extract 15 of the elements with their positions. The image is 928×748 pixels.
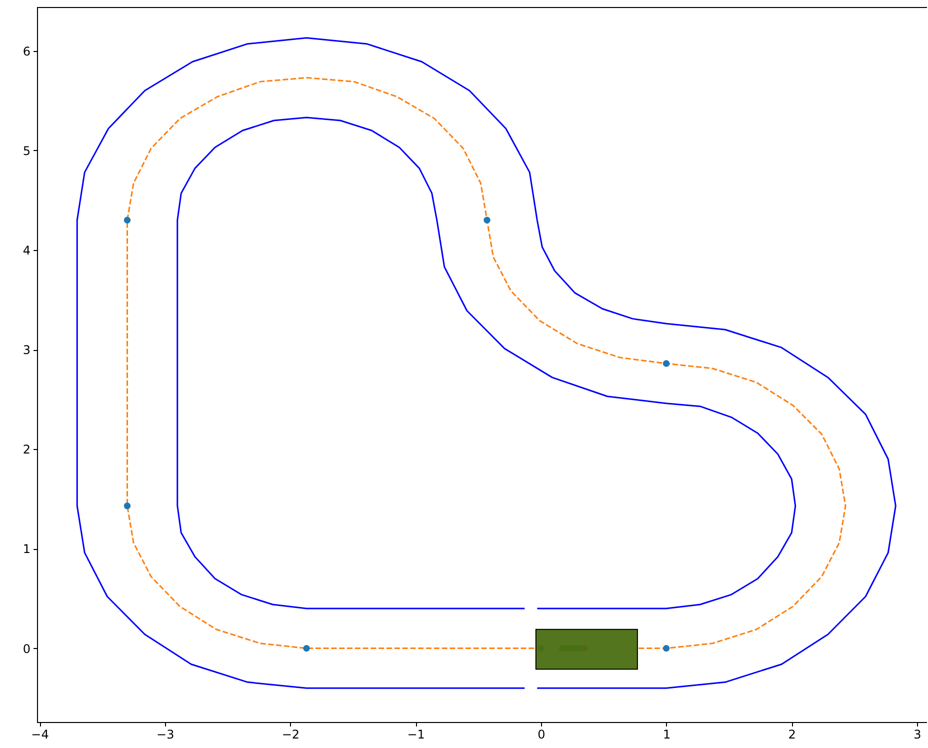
x-tick-label: 0	[538, 728, 546, 742]
y-tick-label: 4	[22, 243, 30, 258]
y-tick-label: 1	[22, 542, 30, 556]
x-tick-label: −2	[282, 728, 300, 742]
y-tick-label: 6	[22, 44, 30, 58]
y-tick-label: 5	[22, 144, 30, 158]
x-tick-label: 2	[788, 728, 796, 742]
x-tick-label: −3	[156, 728, 174, 742]
x-tick-label: 1	[662, 728, 671, 742]
x-tick-label: 3	[914, 728, 922, 742]
y-tick-label: 2	[22, 442, 30, 457]
x-tick-label: −1	[407, 728, 425, 742]
x-tick-label: −4	[31, 728, 49, 742]
y-tick-label: 0	[22, 642, 30, 656]
y-tick-label: 3	[22, 343, 30, 358]
